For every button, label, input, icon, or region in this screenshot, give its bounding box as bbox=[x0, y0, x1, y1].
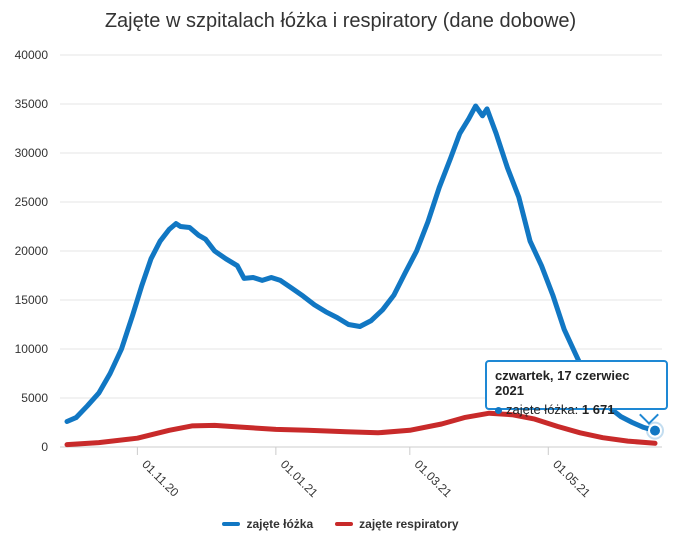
x-tick-label: 01.11.20 bbox=[139, 457, 182, 500]
tooltip-series-name: zajęte łóżka bbox=[506, 402, 575, 417]
y-tick-label: 25000 bbox=[15, 195, 49, 209]
y-tick-label: 40000 bbox=[15, 48, 49, 62]
grid-lines bbox=[60, 54, 662, 448]
x-tick-label: 01.05.21 bbox=[550, 457, 593, 500]
chart-title: Zajęte w szpitalach łóżka i respiratory … bbox=[104, 10, 577, 32]
legend-label-respirators: zajęte respiratory bbox=[359, 517, 459, 531]
tooltip-row: zajęte łóżka: 1 671 bbox=[495, 402, 658, 417]
series-line-beds[interactable] bbox=[64, 103, 658, 434]
series-lines bbox=[64, 103, 658, 448]
tooltip: czwartek, 17 czerwiec 2021 zajęte łóżka:… bbox=[485, 360, 668, 417]
y-axis-ticks: 0 5000 10000 15000 20000 25000 30000 35000 40000 bbox=[15, 48, 49, 454]
series-line-respirators[interactable] bbox=[64, 410, 658, 448]
tooltip-dot-icon bbox=[495, 407, 502, 415]
tooltip-marker bbox=[646, 421, 664, 440]
legend-item-respirators[interactable]: zajęte respiratory bbox=[335, 517, 459, 531]
legend-swatch-respirators bbox=[335, 522, 354, 526]
y-tick-label: 5000 bbox=[21, 391, 48, 405]
tooltip-value: 1 671 bbox=[581, 402, 615, 417]
legend-item-beds[interactable]: zajęte łóżka bbox=[222, 517, 313, 531]
y-tick-label: 30000 bbox=[15, 146, 49, 160]
legend-label-beds: zajęte łóżka bbox=[246, 517, 314, 531]
legend: zajęte łóżka zajęte respiratory bbox=[0, 517, 681, 531]
y-tick-label: 20000 bbox=[15, 244, 49, 258]
x-tick-label: 01.01.21 bbox=[278, 457, 321, 500]
x-axis-ticks: 01.11.20 01.01.21 01.03.21 01.05.21 bbox=[136, 447, 593, 500]
tooltip-title: czwartek, 17 czerwiec 2021 bbox=[495, 368, 630, 398]
y-tick-label: 15000 bbox=[15, 293, 49, 307]
y-tick-label: 0 bbox=[41, 440, 48, 454]
marker-point[interactable] bbox=[648, 423, 662, 438]
y-tick-label: 10000 bbox=[15, 342, 49, 356]
y-tick-label: 35000 bbox=[15, 97, 49, 111]
x-tick-label: 01.03.21 bbox=[412, 457, 455, 500]
legend-swatch-beds bbox=[222, 522, 241, 526]
